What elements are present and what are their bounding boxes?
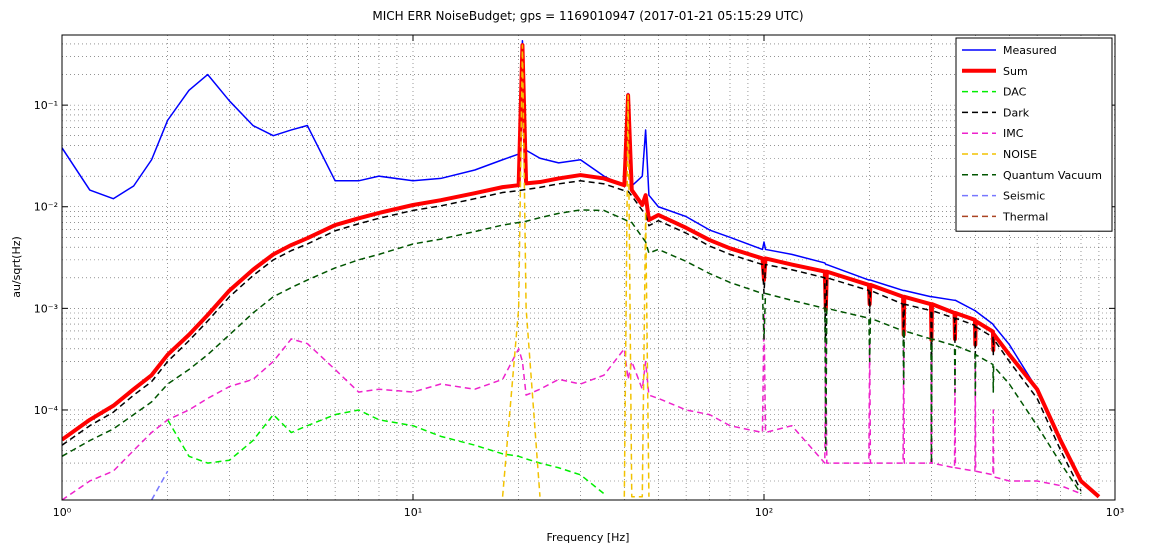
y-axis-label: au/sqrt(Hz) (10, 236, 23, 298)
legend: Measured Sum DAC Dark IMC NOISE Quantum Vacuum… (955, 37, 1113, 232)
x-tick-label: 10¹ (404, 506, 422, 519)
series-line (501, 44, 650, 498)
series-line (62, 209, 1082, 495)
y-tick-label: 10⁻³ (34, 302, 58, 315)
x-axis-label: Frequency [Hz] (547, 531, 630, 544)
legend-label: Measured (1003, 44, 1057, 57)
y-tick-label: 10⁻² (34, 201, 58, 214)
ticks: 10⁰ 10¹ 10² 10³ 10⁻⁴ 10⁻³ 10⁻² 10⁻¹ (34, 35, 1124, 519)
legend-label: DAC (1003, 86, 1027, 99)
lines (62, 40, 1101, 500)
series-line (62, 180, 1082, 492)
y-tick-label: 10⁻⁴ (34, 404, 59, 417)
plot-background (62, 35, 1115, 500)
legend-label: Quantum Vacuum (1003, 169, 1102, 182)
legend-label: Seismic (1003, 190, 1045, 203)
x-tick-label: 10³ (1106, 506, 1124, 519)
legend-label: Dark (1003, 106, 1030, 119)
series-line (62, 43, 1101, 499)
chart-title: MICH ERR NoiseBudget; gps = 1169010947 (… (372, 9, 803, 23)
grid (61, 35, 1116, 500)
legend-label: Thermal (1002, 210, 1048, 223)
legend-label: IMC (1003, 127, 1024, 140)
legend-label: Sum (1003, 65, 1028, 78)
y-tick-label: 10⁻¹ (34, 99, 58, 112)
series-line (167, 409, 605, 495)
plot-frame (61, 34, 1116, 501)
x-tick-label: 10⁰ (53, 506, 72, 519)
series-line (150, 470, 169, 500)
x-tick-label: 10² (755, 506, 773, 519)
legend-label: NOISE (1003, 148, 1037, 161)
series-line (62, 40, 1082, 482)
